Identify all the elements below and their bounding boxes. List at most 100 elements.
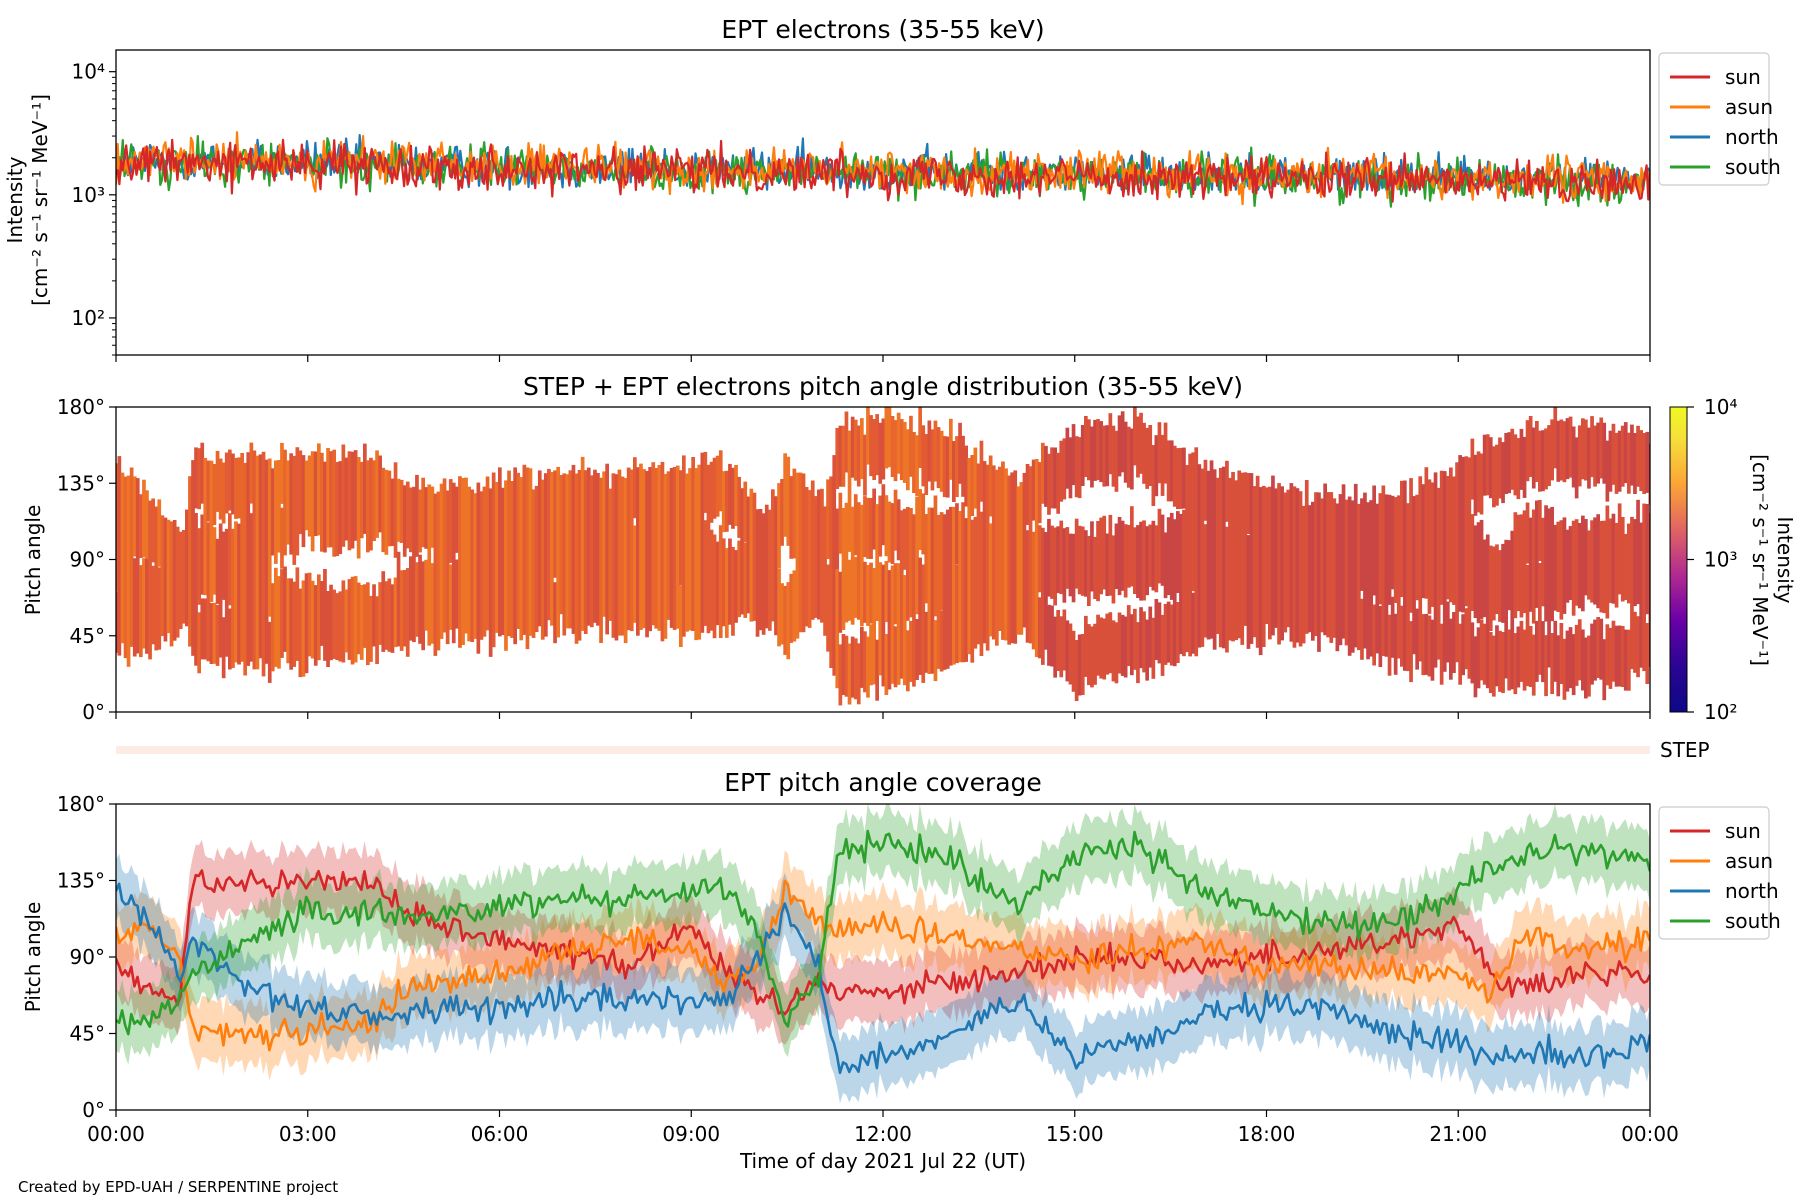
heatmap-cell [1458,623,1462,685]
heatmap-cell [1353,483,1358,648]
heatmap-cell [1608,430,1613,492]
heatmap-cell [1080,425,1085,486]
heatmap-cell [1485,434,1490,496]
panel3-xlabel: Time of day 2021 Jul 22 (UT) [739,1149,1026,1173]
heatmap-cell [510,481,514,638]
heatmap-cell [320,452,324,552]
heatmap-cell [1577,523,1582,609]
heatmap-cell [1136,416,1140,478]
heatmap-cell [1307,505,1312,633]
heatmap-cell [1047,453,1051,515]
heatmap-cell [1130,428,1134,490]
heatmap-cell [1519,620,1524,682]
heatmap-cell [267,458,272,617]
heatmap-cell [577,470,582,641]
heatmap-cell [1636,425,1640,487]
heatmap-cell [547,468,551,621]
heatmap-cell [1022,472,1027,628]
heatmap-cell [764,504,769,629]
heatmap-cell [884,407,889,469]
heatmap-cell [1522,436,1527,498]
heatmap-cell [1384,494,1389,657]
heatmap-cell [154,506,159,651]
heatmap-cell [1528,626,1533,687]
heatmap-cell [703,451,708,513]
heatmap-cell [215,604,220,666]
heatmap-cell [814,496,818,618]
heatmap-cell [1059,520,1064,595]
heatmap-cell [224,452,229,514]
heatmap-cell [1062,609,1067,671]
heatmap-cell [1528,517,1533,612]
heatmap-cell [709,461,714,523]
heatmap-cell [663,473,668,639]
heatmap-cell [869,498,873,559]
heatmap-cell [1041,527,1045,665]
heatmap-cell [292,581,297,667]
heatmap-cell [1169,512,1174,600]
heatmap-cell [629,469,634,632]
heatmap-cell [1357,503,1361,651]
heatmap-cell [135,478,140,654]
heatmap-cell [197,612,201,674]
heatmap-cell [335,593,340,661]
heatmap-cell [246,452,251,666]
panel2-xaxis [115,712,1651,719]
heatmap-cell [1056,452,1060,514]
legend-label-asun: asun [1725,95,1773,119]
heatmap-cell [890,503,895,565]
heatmap-cell [1633,433,1637,494]
legend-label-sun: sun [1725,819,1761,843]
heatmap-cell [488,488,493,657]
heatmap-cell [1130,614,1134,676]
heatmap-cell [1581,515,1585,612]
heatmap-cell [1041,442,1045,504]
heatmap-cell [1568,526,1573,600]
heatmap-cell [1510,428,1515,490]
heatmap-cell [1446,601,1450,663]
heatmap-cell [1587,427,1591,489]
heatmap-cell [718,525,723,638]
heatmap-cell [1479,453,1484,515]
heatmap-cell [1246,535,1251,649]
heatmap-cell [709,529,714,631]
heatmap-cell [224,528,229,657]
heatmap-cell [1617,503,1622,595]
heatmap-cell [1498,550,1502,622]
heatmap-cell [1396,495,1401,659]
heatmap-cell [1065,527,1070,589]
heatmap-cell [317,574,321,661]
series-line-sun [116,138,1650,203]
heatmap-cell [998,466,1002,631]
heatmap-cell [1571,634,1576,696]
heatmap-cell [844,635,849,697]
heatmap-cell [129,467,134,647]
heatmap-cell [896,563,901,685]
heatmap-cell [412,486,416,643]
heatmap-cell [847,430,852,552]
heatmap-cell [1182,509,1186,657]
heatmap-cell [178,531,183,629]
heatmap-cell [1114,430,1119,492]
heatmap-cell [1547,425,1551,487]
heatmap-cell [1314,492,1318,637]
heatmap-cell [780,583,784,645]
heatmap-cell [1375,503,1380,654]
heatmap-cell [396,551,401,647]
heatmap-cell [1093,419,1097,481]
heatmap-cell [188,476,192,647]
heatmap-cell [1212,469,1217,650]
heatmap-cell [890,416,895,477]
heatmap-cell [1326,492,1330,638]
heatmap-cell [1111,425,1116,487]
heatmap-cell [381,571,386,652]
heatmap-cell [878,422,883,484]
heatmap-cell [350,451,355,549]
heatmap-cell [1571,426,1576,488]
heatmap-cell [973,516,978,649]
heatmap-cell [1645,623,1650,684]
heatmap-cell [1623,629,1628,691]
heatmap-cell [399,570,404,651]
heatmap-cell [1126,524,1131,588]
panel2-ylabel: Pitch angle [21,505,45,616]
